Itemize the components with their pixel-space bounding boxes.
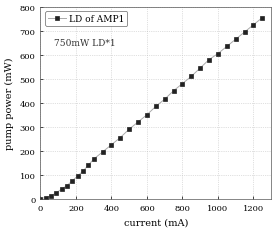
LD of AMP1 xyxy=(234,39,237,41)
LD of AMP1 xyxy=(76,175,79,178)
LD of AMP1 xyxy=(163,98,166,101)
LD of AMP1 xyxy=(119,137,122,139)
LD of AMP1 xyxy=(65,184,69,187)
LD of AMP1 xyxy=(225,46,229,49)
LD of AMP1 xyxy=(101,151,104,154)
LD of AMP1 xyxy=(154,106,157,108)
LD of AMP1 xyxy=(243,31,246,34)
LD of AMP1 xyxy=(87,164,90,167)
LD of AMP1 xyxy=(198,67,202,70)
LD of AMP1 xyxy=(216,53,219,56)
X-axis label: current (mA): current (mA) xyxy=(124,217,188,226)
Y-axis label: pump power (mW): pump power (mW) xyxy=(5,57,14,149)
Legend: LD of AMP1: LD of AMP1 xyxy=(45,12,128,27)
LD of AMP1 xyxy=(190,76,193,79)
LD of AMP1 xyxy=(136,121,140,124)
Line: LD of AMP1: LD of AMP1 xyxy=(38,16,265,201)
LD of AMP1 xyxy=(39,198,42,200)
LD of AMP1 xyxy=(128,128,131,131)
LD of AMP1 xyxy=(181,83,184,86)
LD of AMP1 xyxy=(60,188,63,191)
LD of AMP1 xyxy=(261,17,264,20)
Text: 750mW LD*1: 750mW LD*1 xyxy=(54,39,116,48)
LD of AMP1 xyxy=(55,191,58,194)
LD of AMP1 xyxy=(207,59,211,62)
LD of AMP1 xyxy=(172,90,175,93)
LD of AMP1 xyxy=(44,196,47,199)
LD of AMP1 xyxy=(81,170,85,173)
LD of AMP1 xyxy=(145,114,148,117)
LD of AMP1 xyxy=(110,144,113,146)
LD of AMP1 xyxy=(252,24,255,27)
LD of AMP1 xyxy=(71,179,74,182)
LD of AMP1 xyxy=(92,158,95,161)
LD of AMP1 xyxy=(49,195,53,197)
